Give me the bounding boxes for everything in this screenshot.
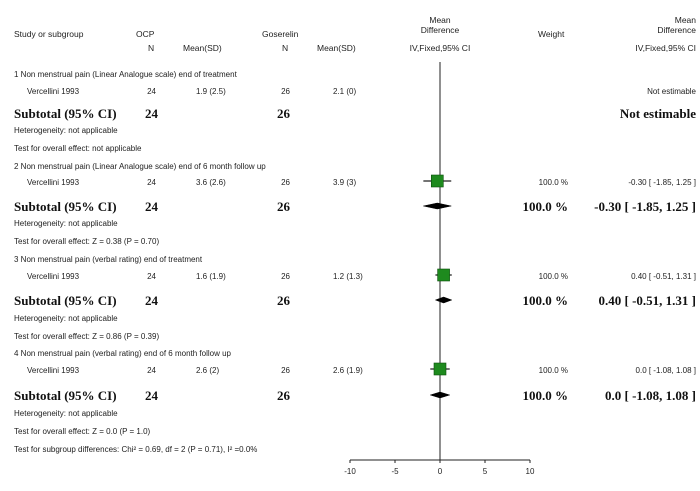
group-2-study-name: Vercellini 1993 (27, 178, 80, 187)
x-tick-label: 5 (483, 467, 488, 476)
group-3-study-weight: 100.0 % (538, 272, 568, 281)
group-1-study-mean2: 2.1 (0) (333, 87, 357, 96)
group-3-title: 3 Non menstrual pain (verbal rating) end… (14, 255, 203, 264)
header-md-line1: Mean (429, 15, 451, 25)
group-1-study-name: Vercellini 1993 (27, 87, 80, 96)
subtotal-diamond (429, 391, 451, 399)
group-3-study-mean2: 1.2 (1.3) (333, 272, 363, 281)
group-3-subtotal-n1: 24 (145, 293, 158, 308)
x-tick-label: 10 (526, 467, 535, 476)
header-gos-n: N (282, 43, 289, 53)
header-md2-line3: IV,Fixed,95% CI (635, 43, 696, 53)
subgroup-differences-test: Test for subgroup differences: Chi² = 0.… (14, 445, 258, 454)
header-weight: Weight (538, 29, 565, 39)
x-tick-label: -10 (344, 467, 356, 476)
group-3-study-mean1: 1.6 (1.9) (196, 272, 226, 281)
group-4-subtotal-weight: 100.0 % (522, 388, 569, 403)
group-4-study-weight: 100.0 % (538, 366, 568, 375)
group-2-subtotal-ci: -0.30 [ -1.85, 1.25 ] (594, 199, 696, 214)
subtotal-diamond (434, 296, 453, 304)
group-4-overall-effect: Test for overall effect: Z = 0.0 (P = 1.… (14, 427, 151, 436)
group-4-study-n2: 26 (281, 366, 290, 375)
group-2-study-mean2: 3.9 (3) (333, 178, 357, 187)
group-2-subtotal-weight: 100.0 % (522, 199, 569, 214)
header-goserelin: Goserelin (262, 29, 299, 39)
subtotal-diamond (423, 202, 452, 210)
group-3-subtotal-label: Subtotal (95% CI) (14, 293, 117, 308)
study-effect-box (433, 362, 447, 376)
group-4-study-n1: 24 (147, 366, 156, 375)
group-3-study-n2: 26 (281, 272, 290, 281)
group-4-study-mean2: 2.6 (1.9) (333, 366, 363, 375)
header-study: Study or subgroup (14, 29, 84, 39)
group-3-heterogeneity: Heterogeneity: not applicable (14, 314, 118, 323)
x-tick-label: -5 (391, 467, 399, 476)
group-3-study-ci: 0.40 [ -0.51, 1.31 ] (631, 272, 696, 281)
group-1-title: 1 Non menstrual pain (Linear Analogue sc… (14, 70, 237, 79)
group-3-subtotal-weight: 100.0 % (522, 293, 569, 308)
group-1-overall-effect: Test for overall effect: not applicable (14, 144, 142, 153)
header-gos-mean: Mean(SD) (317, 43, 356, 53)
group-4-study-mean1: 2.6 (2) (196, 366, 220, 375)
group-4-study-ci: 0.0 [ -1.08, 1.08 ] (635, 366, 696, 375)
group-3-subtotal-ci: 0.40 [ -0.51, 1.31 ] (598, 293, 697, 308)
group-3-study-n1: 24 (147, 272, 156, 281)
group-2-overall-effect: Test for overall effect: Z = 0.38 (P = 0… (14, 237, 160, 246)
group-4-title: 4 Non menstrual pain (verbal rating) end… (14, 349, 232, 358)
group-2-subtotal-n1: 24 (145, 199, 158, 214)
group-2-study-weight: 100.0 % (538, 178, 568, 187)
group-2-subtotal-label: Subtotal (95% CI) (14, 199, 117, 214)
group-1-subtotal-ci: Not estimable (619, 106, 696, 121)
group-2-title: 2 Non menstrual pain (Linear Analogue sc… (14, 162, 266, 171)
group-1-subtotal-n2: 26 (277, 106, 290, 121)
group-4-subtotal-ci: 0.0 [ -1.08, 1.08 ] (605, 388, 696, 403)
group-3-overall-effect: Test for overall effect: Z = 0.86 (P = 0… (14, 332, 160, 341)
group-1-subtotal-n1: 24 (145, 106, 158, 121)
group-1-study-n2: 26 (281, 87, 290, 96)
group-4-subtotal-label: Subtotal (95% CI) (14, 388, 117, 403)
group-2-study-n2: 26 (281, 178, 290, 187)
group-2-heterogeneity: Heterogeneity: not applicable (14, 219, 118, 228)
header-md-line3: IV,Fixed,95% CI (409, 43, 471, 53)
group-4-subtotal-n1: 24 (145, 388, 158, 403)
group-4-study-name: Vercellini 1993 (27, 366, 80, 375)
group-2-study-ci: -0.30 [ -1.85, 1.25 ] (628, 178, 696, 187)
group-2-study-mean1: 3.6 (2.6) (196, 178, 226, 187)
group-1-subtotal-label: Subtotal (95% CI) (14, 106, 117, 121)
group-2-subtotal-n2: 26 (277, 199, 290, 214)
header-md2-line2: Difference (657, 25, 696, 35)
group-1-study-mean1: 1.9 (2.5) (196, 87, 226, 96)
header-ocp-mean: Mean(SD) (183, 43, 222, 53)
group-1-study-n1: 24 (147, 87, 156, 96)
study-effect-box (430, 174, 444, 188)
header-md-line2: Difference (420, 25, 460, 35)
group-2-study-n1: 24 (147, 178, 156, 187)
group-4-heterogeneity: Heterogeneity: not applicable (14, 409, 118, 418)
header-ocp: OCP (136, 29, 155, 39)
group-1-heterogeneity: Heterogeneity: not applicable (14, 126, 118, 135)
group-4-subtotal-n2: 26 (277, 388, 290, 403)
x-tick-label: 0 (438, 467, 443, 476)
group-3-study-name: Vercellini 1993 (27, 272, 80, 281)
group-1-study-ci: Not estimable (647, 87, 696, 96)
group-3-subtotal-n2: 26 (277, 293, 290, 308)
header-md2-line1: Mean (674, 15, 696, 25)
header-ocp-n: N (148, 43, 155, 53)
study-effect-box (437, 268, 450, 282)
